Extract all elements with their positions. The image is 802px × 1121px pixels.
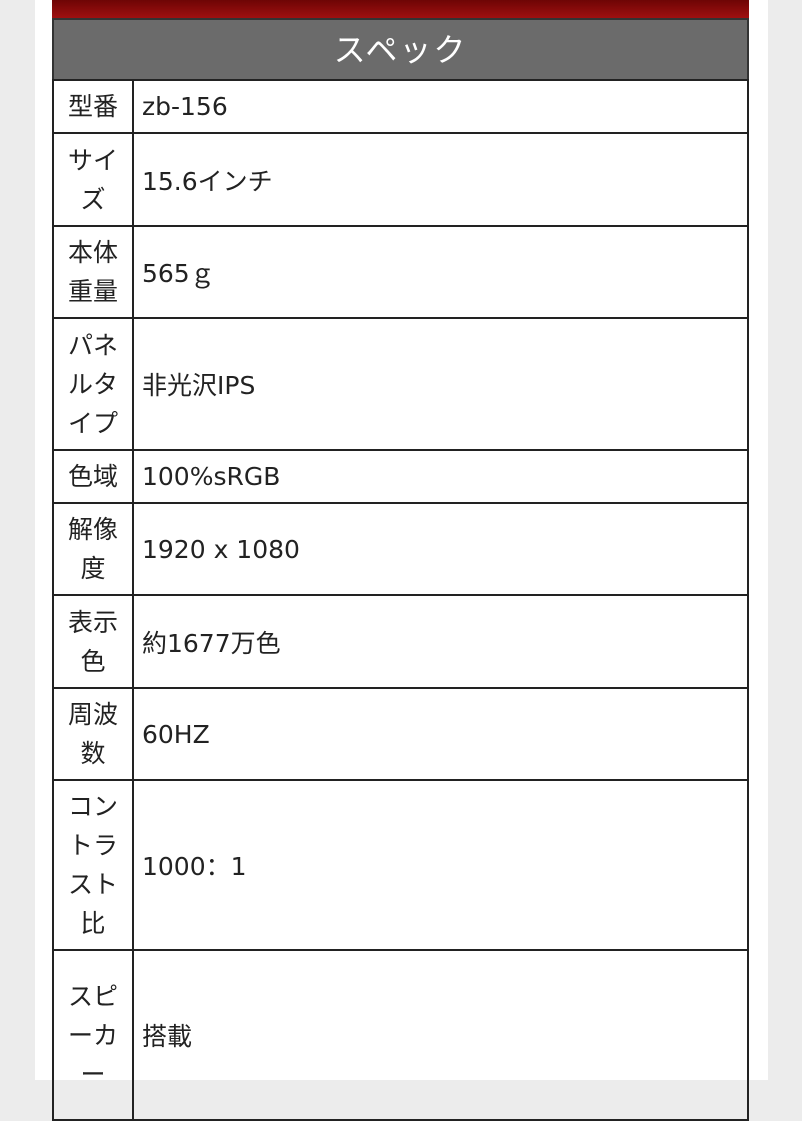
spec-table: 型番 zb-156 サイズ 15.6インチ 本体重量 565ｇ パネルタイプ 非光沢IPS 色域… <box>52 79 749 1121</box>
spec-value: 1000：1 <box>132 779 749 951</box>
spec-value: 搭載 <box>132 949 749 1121</box>
spec-row: サイズ 15.6インチ <box>52 132 749 227</box>
spec-label: 型番 <box>52 79 134 134</box>
spec-row: コントラスト比 1000：1 <box>52 779 749 951</box>
spec-value: 非光沢IPS <box>132 317 749 451</box>
spec-value: 約1677万色 <box>132 594 749 689</box>
spec-value: 1920 x 1080 <box>132 502 749 596</box>
spec-row: パネルタイプ 非光沢IPS <box>52 317 749 451</box>
spec-row: 表示色 約1677万色 <box>52 594 749 689</box>
spec-value: 60HZ <box>132 687 749 781</box>
spec-row: 解像度 1920 x 1080 <box>52 502 749 596</box>
spec-row: 色域 100%sRGB <box>52 449 749 504</box>
spec-row: 型番 zb-156 <box>52 79 749 134</box>
spec-label: 解像度 <box>52 502 134 596</box>
spec-row: 周波数 60HZ <box>52 687 749 781</box>
section-title: スペック <box>52 18 749 80</box>
spec-label: パネルタイプ <box>52 317 134 451</box>
spec-label: サイズ <box>52 132 134 227</box>
spec-row: スピーカー 搭載 <box>52 949 749 1121</box>
spec-label: コントラスト比 <box>52 779 134 951</box>
spec-label: 色域 <box>52 449 134 504</box>
spec-value: 15.6インチ <box>132 132 749 227</box>
spec-label: 本体重量 <box>52 225 134 319</box>
spec-label: スピーカー <box>52 949 134 1121</box>
spec-value: 100%sRGB <box>132 449 749 504</box>
spec-label: 表示色 <box>52 594 134 689</box>
spec-value: 565ｇ <box>132 225 749 319</box>
top-band <box>52 0 749 18</box>
page: スペック 型番 zb-156 サイズ 15.6インチ 本体重量 565ｇ パネルタイプ 非光沢… <box>35 0 768 1121</box>
spec-label: 周波数 <box>52 687 134 781</box>
spec-row: 本体重量 565ｇ <box>52 225 749 319</box>
spec-value: zb-156 <box>132 79 749 134</box>
